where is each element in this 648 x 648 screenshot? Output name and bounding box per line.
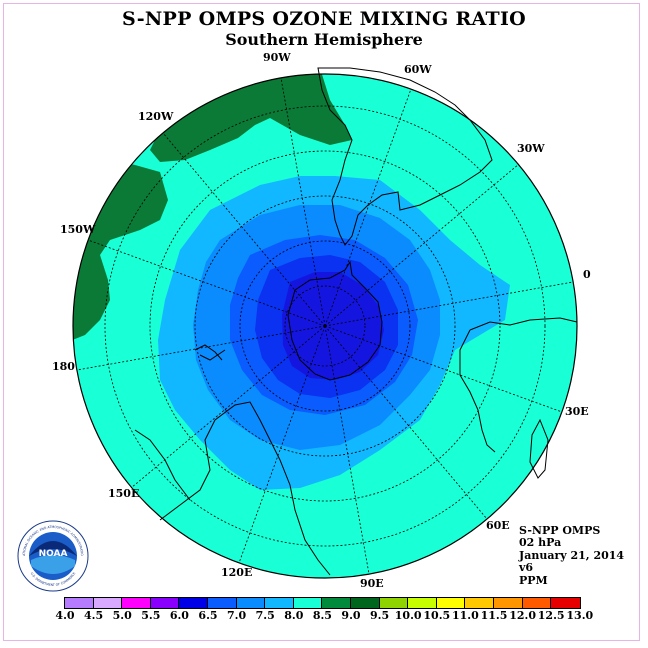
ozone-high-region-pacific: [150, 74, 352, 162]
graticule: [76, 77, 574, 575]
colorbar-tick-label: 7.0: [227, 609, 247, 622]
colorbar-tick-label: 11.0: [451, 609, 479, 622]
lon-label-90e: 90E: [360, 577, 384, 590]
colorbar-tick-label: 5.5: [141, 609, 161, 622]
map-title: S-NPP OMPS OZONE MIXING RATIO: [121, 8, 527, 30]
colorbar-tick-label: 4.5: [84, 609, 104, 622]
colorbar-swatch-17: [551, 598, 580, 608]
colorbar-tick-label: 6.0: [169, 609, 189, 622]
info-block: S-NPP OMPS 02 hPa January 21, 2014 v6 PP…: [519, 524, 625, 587]
lon-label-30w: 30W: [517, 142, 545, 155]
lon-label-150w: 150W: [60, 223, 96, 236]
colorbar-swatch-4: [179, 598, 208, 608]
colorbar-swatch-16: [522, 598, 552, 608]
coast-antarctica: [287, 260, 383, 381]
colorbar-tick-label: 5.0: [112, 609, 132, 622]
colorbar-tick-label: 12.0: [509, 609, 536, 622]
coast-south-america: [317, 67, 493, 246]
map-boundary: [72, 73, 578, 579]
lon-label-120w: 120W: [138, 110, 174, 123]
info-units: PPM: [519, 573, 548, 587]
lon-label-60w: 60W: [404, 63, 432, 76]
noaa-logo-text: NOAA: [39, 549, 68, 559]
lon-label-150e: 150E: [108, 487, 140, 500]
colorbar-swatch-6: [236, 598, 266, 608]
colorbar-swatch-14: [465, 598, 494, 608]
colorbar-tick-label: 11.5: [480, 609, 508, 622]
ozone-contour-5_5: [282, 272, 384, 380]
colorbar-swatch-10: [350, 598, 380, 608]
lon-label-120e: 120E: [221, 566, 253, 579]
lon-label-60e: 60E: [486, 519, 510, 532]
colorbar-tick-label: 9.0: [341, 609, 361, 622]
coast-africa: [459, 317, 578, 453]
coast-indonesia: [134, 344, 223, 501]
coast-madagascar: [529, 418, 549, 479]
colorbar-swatch-7: [265, 598, 294, 608]
coastlines: [134, 67, 578, 576]
colorbar-swatch-3: [150, 598, 180, 608]
colorbar-tick-label: 10.0: [394, 609, 422, 622]
colorbar-swatch-12: [408, 598, 437, 608]
page-frame: [3, 3, 640, 641]
colorbar-swatch-15: [493, 598, 523, 608]
coast-australia: [159, 401, 331, 576]
noaa-logo: NOAA NATIONAL OCEANIC AND ATMOSPHERIC AD…: [17, 520, 89, 592]
lon-label-30e: 30E: [565, 405, 589, 418]
coast-new-zealand: [199, 349, 226, 361]
colorbar-swatch-11: [379, 598, 409, 608]
info-instrument: S-NPP OMPS: [519, 524, 601, 537]
colorbar: [64, 597, 581, 609]
lon-label-90w: 90W: [263, 51, 291, 64]
colorbar-tick-label: 4.0: [55, 609, 75, 622]
colorbar-tick-label: 9.5: [370, 609, 390, 622]
colorbar-tick-label: 12.5: [537, 609, 565, 622]
colorbar-swatch-5: [207, 598, 237, 608]
colorbar-swatch-9: [322, 598, 351, 608]
lon-label-0: 0: [583, 268, 591, 281]
colorbar-tick-label: 10.5: [423, 609, 451, 622]
colorbar-tick-label: 8.0: [284, 609, 304, 622]
colorbar-swatch-13: [436, 598, 466, 608]
colorbar-tick-label: 13.0: [566, 609, 594, 622]
colorbar-swatch-8: [293, 598, 323, 608]
lon-label-180: 180: [52, 360, 75, 373]
colorbar-tick-label: 8.5: [312, 609, 332, 622]
colorbar-swatch-0: [65, 598, 94, 608]
colorbar-tick-label: 7.5: [255, 609, 275, 622]
map-subtitle: Southern Hemisphere: [225, 30, 423, 49]
colorbar-swatch-2: [122, 598, 151, 608]
info-date: January 21, 2014: [519, 548, 625, 562]
info-version: v6: [519, 561, 534, 575]
colorbar-tick-label: 6.5: [198, 609, 218, 622]
info-level: 02 hPa: [519, 536, 562, 550]
colorbar-swatch-1: [93, 598, 123, 608]
